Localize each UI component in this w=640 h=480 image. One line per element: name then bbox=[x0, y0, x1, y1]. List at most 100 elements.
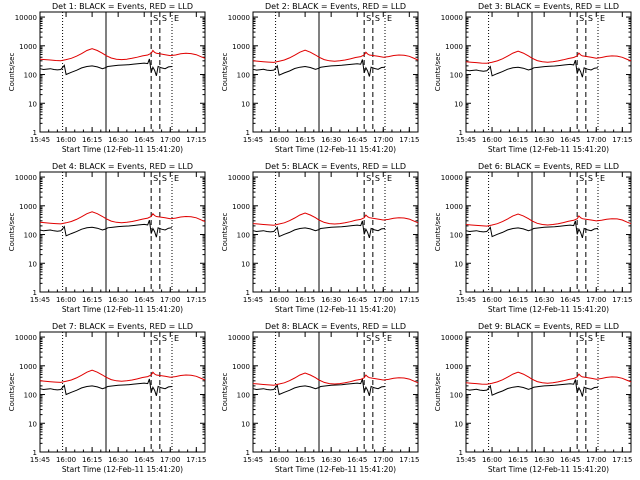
x-tick-label: 16:45 bbox=[347, 296, 367, 304]
series-line-lld bbox=[39, 48, 206, 62]
x-tick-label: 15:45 bbox=[243, 136, 263, 144]
panel-title: Det 4: BLACK = Events, RED = LLD bbox=[52, 162, 193, 171]
x-tick-label: 16:15 bbox=[508, 136, 528, 144]
panel-title: Det 6: BLACK = Events, RED = LLD bbox=[478, 162, 619, 171]
y-tick-label: 100 bbox=[237, 72, 250, 80]
marker-label: S bbox=[579, 174, 584, 183]
y-tick-label: 10000 bbox=[441, 174, 463, 182]
plot-frame bbox=[465, 331, 632, 453]
panel-5: Det 5: BLACK = Events, RED = LLD 1 10 100 10… bbox=[221, 162, 419, 314]
panel-title: Det 3: BLACK = Events, RED = LLD bbox=[478, 2, 619, 11]
y-tick-label: 10000 bbox=[228, 334, 250, 342]
x-tick-label: 16:45 bbox=[560, 296, 580, 304]
series-line-lld bbox=[252, 372, 419, 386]
plot-frame bbox=[39, 171, 206, 293]
y-tick-label: 10 bbox=[454, 260, 463, 268]
y-tick-label: 100 bbox=[450, 72, 463, 80]
panel-title: Det 8: BLACK = Events, RED = LLD bbox=[265, 322, 406, 331]
x-tick-label: 16:00 bbox=[56, 456, 76, 464]
marker-label: S bbox=[588, 14, 593, 23]
panel-7: Det 7: BLACK = Events, RED = LLD 1 10 100 10… bbox=[8, 322, 206, 474]
marker-label: S bbox=[588, 334, 593, 343]
series-line-events bbox=[39, 58, 173, 76]
y-tick-label: 100 bbox=[24, 232, 37, 240]
series-line-events bbox=[252, 59, 386, 77]
marker-label: S bbox=[579, 14, 584, 23]
x-tick-label: 17:00 bbox=[160, 136, 180, 144]
panel-title: Det 7: BLACK = Events, RED = LLD bbox=[52, 322, 193, 331]
y-tick-label: 10 bbox=[454, 420, 463, 428]
x-axis-label: Start Time (12-Feb-11 15:41:20) bbox=[62, 145, 183, 154]
y-tick-label: 1000 bbox=[445, 363, 463, 371]
y-tick-label: 1 bbox=[459, 449, 463, 457]
series-line-lld bbox=[465, 371, 632, 385]
x-tick-label: 17:00 bbox=[160, 296, 180, 304]
y-tick-label: 1 bbox=[246, 129, 250, 137]
y-tick-label: 1000 bbox=[232, 43, 250, 51]
x-tick-label: 16:45 bbox=[347, 456, 367, 464]
x-tick-label: 15:45 bbox=[30, 456, 50, 464]
x-tick-label: 15:45 bbox=[456, 296, 476, 304]
x-tick-label: 17:15 bbox=[186, 296, 206, 304]
x-axis-label: Start Time (12-Feb-11 15:41:20) bbox=[62, 465, 183, 474]
x-tick-label: 16:30 bbox=[534, 456, 554, 464]
y-axis-label: Counts/sec bbox=[8, 213, 16, 252]
x-axis-label: Start Time (12-Feb-11 15:41:20) bbox=[275, 145, 396, 154]
y-tick-label: 10 bbox=[241, 420, 250, 428]
y-tick-label: 100 bbox=[237, 392, 250, 400]
marker-label: S bbox=[366, 174, 371, 183]
marker-label: S bbox=[162, 14, 167, 23]
x-tick-label: 17:00 bbox=[586, 136, 606, 144]
y-axis-label: Counts/sec bbox=[221, 373, 229, 412]
y-tick-label: 10 bbox=[28, 100, 37, 108]
x-tick-label: 16:00 bbox=[269, 136, 289, 144]
x-tick-label: 17:15 bbox=[186, 136, 206, 144]
y-tick-label: 10000 bbox=[15, 334, 37, 342]
x-tick-label: 16:15 bbox=[82, 296, 102, 304]
marker-label: S bbox=[153, 14, 158, 23]
x-tick-label: 17:00 bbox=[160, 456, 180, 464]
y-tick-label: 1 bbox=[33, 289, 37, 297]
y-tick-label: 1 bbox=[459, 129, 463, 137]
y-tick-label: 100 bbox=[24, 72, 37, 80]
x-tick-label: 17:15 bbox=[399, 456, 419, 464]
x-tick-label: 16:15 bbox=[82, 456, 102, 464]
x-axis-label: Start Time (12-Feb-11 15:41:20) bbox=[488, 145, 609, 154]
x-tick-label: 16:30 bbox=[108, 136, 128, 144]
series-line-lld bbox=[465, 50, 632, 64]
marker-label: E bbox=[174, 14, 179, 23]
panel-title: Det 1: BLACK = Events, RED = LLD bbox=[52, 2, 193, 11]
x-tick-label: 16:30 bbox=[534, 296, 554, 304]
x-tick-label: 15:45 bbox=[243, 296, 263, 304]
x-axis-label: Start Time (12-Feb-11 15:41:20) bbox=[62, 305, 183, 314]
x-tick-label: 16:30 bbox=[321, 296, 341, 304]
y-tick-label: 1 bbox=[246, 449, 250, 457]
x-axis-label: Start Time (12-Feb-11 15:41:20) bbox=[488, 465, 609, 474]
plot-frame bbox=[465, 171, 632, 293]
y-axis-label: Counts/sec bbox=[434, 53, 442, 92]
y-tick-label: 100 bbox=[24, 392, 37, 400]
x-tick-label: 17:15 bbox=[612, 136, 632, 144]
x-tick-label: 15:45 bbox=[30, 296, 50, 304]
y-tick-label: 1000 bbox=[19, 363, 37, 371]
series-line-events bbox=[39, 220, 173, 238]
x-tick-label: 16:45 bbox=[134, 136, 154, 144]
y-axis-label: Counts/sec bbox=[221, 53, 229, 92]
x-tick-label: 16:00 bbox=[269, 456, 289, 464]
x-tick-label: 16:45 bbox=[134, 296, 154, 304]
marker-label: S bbox=[375, 174, 380, 183]
y-tick-label: 1 bbox=[33, 449, 37, 457]
y-tick-label: 1000 bbox=[445, 43, 463, 51]
panel-1: Det 1: BLACK = Events, RED = LLD 1 10 100 10… bbox=[8, 2, 206, 154]
marker-label: S bbox=[162, 334, 167, 343]
x-tick-label: 16:45 bbox=[347, 136, 367, 144]
panel-2: Det 2: BLACK = Events, RED = LLD 1 10 100 10… bbox=[221, 2, 419, 154]
x-tick-label: 15:45 bbox=[456, 136, 476, 144]
marker-label: S bbox=[375, 334, 380, 343]
marker-label: E bbox=[387, 334, 392, 343]
y-tick-label: 10000 bbox=[15, 14, 37, 22]
y-tick-label: 10 bbox=[28, 420, 37, 428]
x-tick-label: 17:00 bbox=[586, 296, 606, 304]
x-tick-label: 17:00 bbox=[373, 136, 393, 144]
